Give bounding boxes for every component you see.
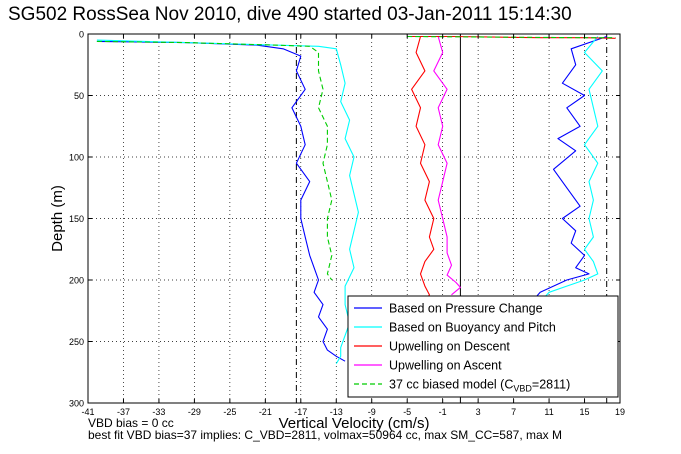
y-tick-label: 150 bbox=[69, 214, 84, 224]
x-tick-label: -33 bbox=[152, 407, 165, 417]
legend-entry-label: Based on Buoyancy and Pitch bbox=[389, 321, 556, 335]
legend-entry-label: Upwelling on Descent bbox=[389, 340, 510, 354]
series-line-3 bbox=[433, 36, 461, 296]
legend-entry-label: Upwelling on Ascent bbox=[389, 359, 502, 373]
x-axis-label: Vertical Velocity (cm/s) bbox=[279, 415, 430, 432]
series-group bbox=[96, 35, 616, 364]
legend-box bbox=[347, 295, 619, 398]
best-fit-note: best fit VBD bias=37 implies: C_VBD=2811… bbox=[88, 428, 562, 442]
x-tick-label: -17 bbox=[294, 407, 307, 417]
y-tick-label: 300 bbox=[69, 399, 84, 409]
y-tick-label: 0 bbox=[79, 30, 84, 40]
vbd-bias-note: VBD bias = 0 cc bbox=[88, 416, 174, 430]
chart-title: SG502 RossSea Nov 2010, dive 490 started… bbox=[8, 4, 572, 25]
series-line-0 bbox=[96, 40, 346, 362]
x-tick-label: -1 bbox=[439, 407, 447, 417]
y-tick-label: 100 bbox=[69, 153, 84, 163]
x-tick-label: -41 bbox=[81, 407, 94, 417]
x-tick-label: 19 bbox=[615, 407, 625, 417]
x-tick-label: 11 bbox=[544, 407, 553, 417]
y-tick-label: 50 bbox=[74, 91, 84, 101]
y-axis-label: Depth (m) bbox=[49, 185, 66, 252]
series-line-5 bbox=[544, 36, 603, 298]
series-line-4 bbox=[535, 35, 607, 298]
x-tick-label: -37 bbox=[117, 407, 130, 417]
x-tick-label: 15 bbox=[580, 407, 590, 417]
x-tick-label: 3 bbox=[476, 407, 481, 417]
series-line-7 bbox=[96, 40, 333, 281]
series-line-8 bbox=[407, 35, 616, 39]
x-tick-label: -21 bbox=[259, 407, 272, 417]
legend-entry-label: 37 cc biased model (CVBD=2811) bbox=[389, 378, 570, 394]
y-tick-label: 250 bbox=[69, 337, 84, 347]
x-tick-label: -25 bbox=[223, 407, 236, 417]
x-tick-label: -5 bbox=[403, 407, 411, 417]
x-tick-label: -13 bbox=[330, 407, 343, 417]
x-tick-label: 7 bbox=[511, 407, 516, 417]
x-tick-label: -9 bbox=[368, 407, 376, 417]
x-tick-label: -29 bbox=[188, 407, 201, 417]
chart-notes: VBD bias = 0 cc best fit VBD bias=37 imp… bbox=[88, 417, 562, 441]
series-line-2 bbox=[411, 36, 435, 303]
legend-entry-label: Based on Pressure Change bbox=[389, 302, 543, 316]
y-tick-label: 200 bbox=[69, 276, 84, 286]
